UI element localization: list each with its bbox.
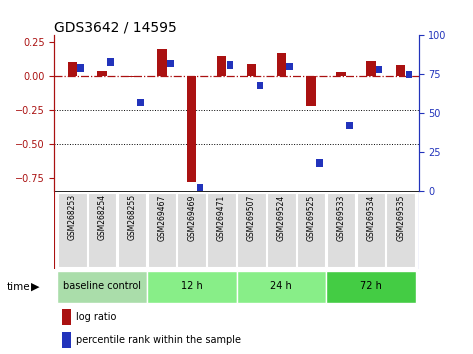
- Bar: [137, 99, 144, 106]
- Text: percentile rank within the sample: percentile rank within the sample: [76, 335, 241, 346]
- Text: GSM269525: GSM269525: [307, 194, 315, 240]
- Bar: [297, 193, 325, 268]
- Bar: [197, 184, 203, 192]
- Text: GSM269467: GSM269467: [158, 194, 166, 241]
- Bar: [167, 60, 174, 67]
- Bar: [61, 309, 71, 325]
- Bar: [177, 193, 206, 268]
- Text: GSM268255: GSM268255: [128, 194, 137, 240]
- Text: GSM269524: GSM269524: [277, 194, 286, 240]
- Bar: [61, 332, 71, 348]
- Text: GDS3642 / 14595: GDS3642 / 14595: [54, 20, 177, 34]
- Bar: [286, 63, 293, 70]
- Bar: [256, 81, 263, 89]
- Text: GSM269534: GSM269534: [367, 194, 376, 241]
- Bar: [396, 65, 405, 76]
- Text: GSM268254: GSM268254: [97, 194, 106, 240]
- Bar: [236, 271, 326, 303]
- Text: 24 h: 24 h: [271, 281, 292, 291]
- Text: 72 h: 72 h: [360, 281, 382, 291]
- Text: GSM269469: GSM269469: [187, 194, 196, 241]
- Bar: [376, 66, 383, 73]
- Bar: [207, 193, 236, 268]
- Bar: [357, 193, 385, 268]
- Bar: [386, 193, 415, 268]
- Bar: [227, 61, 233, 69]
- Text: log ratio: log ratio: [76, 312, 117, 322]
- Bar: [366, 61, 376, 76]
- Bar: [346, 122, 353, 130]
- Bar: [78, 64, 84, 72]
- Bar: [246, 64, 256, 76]
- Bar: [237, 193, 266, 268]
- Bar: [277, 53, 286, 76]
- Bar: [88, 193, 116, 268]
- Bar: [58, 193, 87, 268]
- Bar: [118, 193, 146, 268]
- Bar: [406, 70, 412, 78]
- Bar: [326, 271, 416, 303]
- Text: ▶: ▶: [31, 282, 40, 292]
- Bar: [187, 76, 196, 182]
- Bar: [68, 63, 77, 76]
- Bar: [327, 193, 355, 268]
- Bar: [147, 271, 236, 303]
- Text: GSM268253: GSM268253: [68, 194, 77, 240]
- Bar: [127, 76, 137, 78]
- Bar: [217, 56, 227, 76]
- Bar: [307, 76, 316, 106]
- Bar: [157, 49, 166, 76]
- Text: 12 h: 12 h: [181, 281, 202, 291]
- Bar: [57, 271, 147, 303]
- Text: GSM269535: GSM269535: [396, 194, 405, 241]
- Bar: [97, 70, 107, 76]
- Text: GSM269471: GSM269471: [217, 194, 226, 240]
- Text: baseline control: baseline control: [63, 281, 141, 291]
- Text: GSM269533: GSM269533: [336, 194, 345, 241]
- Bar: [336, 72, 346, 76]
- Text: GSM269507: GSM269507: [247, 194, 256, 241]
- Text: time: time: [7, 282, 31, 292]
- Bar: [107, 58, 114, 65]
- Bar: [267, 193, 296, 268]
- Bar: [148, 193, 176, 268]
- Bar: [316, 159, 323, 167]
